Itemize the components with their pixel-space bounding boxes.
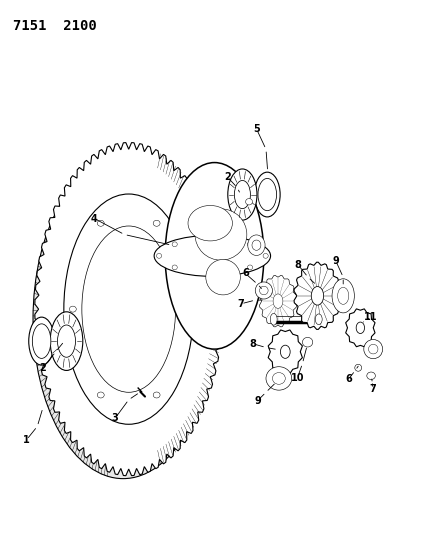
Polygon shape — [346, 309, 375, 347]
Ellipse shape — [210, 270, 215, 274]
Ellipse shape — [228, 169, 257, 220]
Polygon shape — [268, 330, 302, 374]
Ellipse shape — [311, 287, 323, 305]
Polygon shape — [35, 143, 223, 475]
Ellipse shape — [153, 392, 160, 398]
Polygon shape — [260, 276, 296, 327]
Ellipse shape — [188, 205, 233, 241]
Ellipse shape — [263, 253, 268, 258]
Text: 1: 1 — [23, 435, 30, 445]
Ellipse shape — [172, 242, 177, 247]
Ellipse shape — [272, 373, 285, 384]
Ellipse shape — [332, 279, 354, 313]
Text: 3: 3 — [112, 414, 118, 423]
Ellipse shape — [97, 392, 104, 398]
Ellipse shape — [165, 163, 264, 349]
Ellipse shape — [172, 265, 177, 270]
Ellipse shape — [210, 237, 215, 242]
Text: 5: 5 — [253, 124, 260, 134]
Polygon shape — [294, 262, 341, 329]
Text: 4: 4 — [91, 214, 98, 223]
Ellipse shape — [258, 179, 277, 211]
Ellipse shape — [248, 235, 265, 255]
Ellipse shape — [281, 345, 290, 358]
Text: 7: 7 — [238, 299, 245, 309]
Ellipse shape — [248, 265, 253, 270]
Text: 11: 11 — [364, 312, 378, 322]
Text: 7: 7 — [369, 384, 376, 394]
Text: 8: 8 — [295, 260, 302, 270]
Ellipse shape — [32, 324, 51, 358]
Ellipse shape — [369, 344, 378, 354]
Ellipse shape — [154, 235, 271, 276]
Ellipse shape — [248, 242, 253, 247]
Ellipse shape — [364, 340, 383, 359]
Ellipse shape — [57, 325, 76, 357]
Ellipse shape — [266, 367, 292, 390]
Text: 2: 2 — [224, 172, 231, 182]
Text: 10: 10 — [290, 374, 304, 383]
Ellipse shape — [273, 294, 283, 308]
Text: 9: 9 — [254, 396, 261, 406]
Ellipse shape — [29, 317, 54, 365]
Ellipse shape — [315, 314, 322, 325]
Ellipse shape — [254, 172, 280, 217]
Ellipse shape — [356, 322, 365, 334]
Ellipse shape — [50, 312, 83, 370]
Text: 7151  2100: 7151 2100 — [13, 19, 97, 33]
Ellipse shape — [355, 365, 362, 371]
Ellipse shape — [206, 260, 240, 295]
Text: 2: 2 — [39, 363, 46, 373]
Ellipse shape — [157, 253, 162, 258]
Ellipse shape — [252, 240, 261, 251]
Ellipse shape — [367, 372, 375, 379]
Text: 8: 8 — [250, 339, 257, 349]
Ellipse shape — [97, 220, 104, 227]
Ellipse shape — [245, 199, 252, 205]
Ellipse shape — [33, 159, 213, 479]
Ellipse shape — [255, 282, 272, 299]
Ellipse shape — [181, 306, 188, 312]
Ellipse shape — [260, 286, 268, 295]
Text: 6: 6 — [345, 375, 352, 384]
Ellipse shape — [302, 337, 313, 347]
Ellipse shape — [338, 287, 349, 304]
Ellipse shape — [195, 209, 247, 260]
Text: 9: 9 — [332, 256, 339, 266]
Ellipse shape — [234, 181, 251, 208]
Text: 6: 6 — [242, 269, 249, 278]
Ellipse shape — [69, 306, 76, 312]
Ellipse shape — [153, 220, 160, 227]
Ellipse shape — [270, 313, 277, 325]
